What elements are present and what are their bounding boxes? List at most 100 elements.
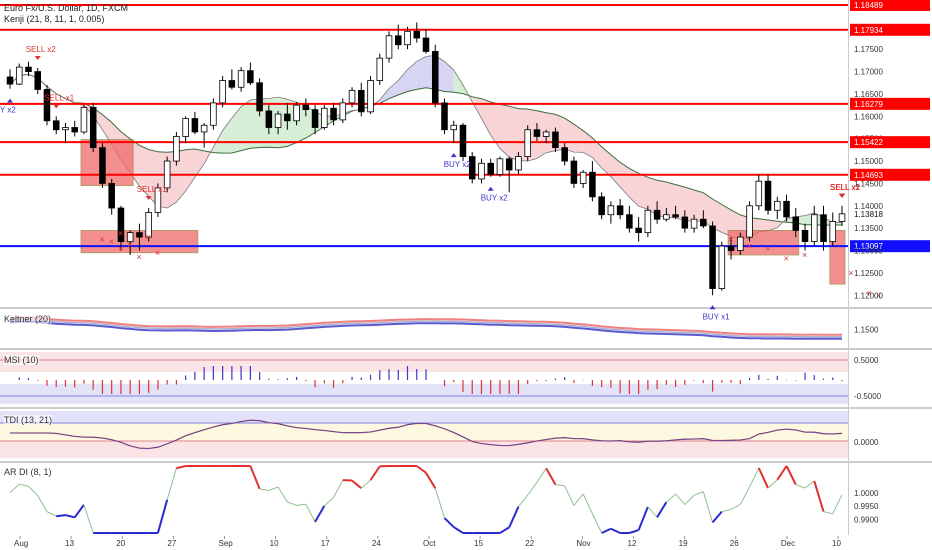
ardi-segment (453, 526, 464, 534)
kenji-cloud (629, 168, 639, 207)
msi-tick: 0.5000 (854, 356, 879, 365)
kenji-cloud (102, 114, 112, 145)
x-marker: × (867, 288, 872, 298)
ardi-segment (637, 506, 649, 531)
candle (755, 180, 763, 207)
date-tick-label: Aug (14, 539, 28, 548)
x-marker: × (118, 243, 123, 253)
ardi-segment (268, 486, 279, 491)
date-tick-label: 15 (474, 539, 483, 548)
keltner-upper (9, 316, 843, 336)
sell-signal-label: SELL x1 (830, 183, 860, 192)
date-tick-label: 27 (167, 539, 176, 548)
ardi-segment (823, 511, 833, 515)
x-marker: × (99, 234, 104, 244)
ardi-segment (610, 527, 621, 534)
date-tick-label: Dec (781, 539, 795, 548)
ardi-segment (83, 504, 94, 534)
ardi-segment (46, 511, 57, 517)
ardi-segment (675, 493, 686, 505)
ardi-segment (305, 504, 316, 523)
price-tag (850, 168, 930, 181)
candle (62, 127, 69, 131)
x-marker: × (728, 234, 733, 244)
ardi-segment (545, 467, 557, 486)
ardi-segment (28, 486, 39, 496)
msi-upper-zone (0, 352, 848, 372)
kenji-cloud (250, 99, 260, 149)
date-tick-label: 20 (116, 539, 125, 548)
kenji-cloud (583, 130, 593, 158)
price-tag-label: 1.16279 (854, 100, 883, 109)
candle (672, 214, 679, 218)
ardi-segment (249, 465, 261, 490)
price-tag-label: 1.15422 (854, 138, 883, 147)
candle (210, 102, 217, 126)
candle (237, 70, 245, 88)
last-price-label: 1.13818 (854, 210, 883, 219)
ardi-segment (360, 479, 371, 489)
candle (385, 35, 393, 59)
candle (43, 89, 51, 122)
ardi-segment (259, 488, 269, 491)
sell-signal-label: SELL x1 (830, 183, 860, 192)
candle (727, 245, 735, 251)
candle (524, 129, 531, 157)
candle (15, 66, 23, 85)
kenji-cloud (268, 97, 279, 148)
sell-signal-label: SELL x2 (830, 183, 860, 192)
ardi-segment (333, 479, 344, 498)
date-tick-label: Sep (219, 539, 234, 548)
candle (774, 200, 781, 211)
candle (228, 80, 236, 88)
sell-arrow (34, 56, 41, 60)
candle (191, 118, 199, 133)
candle (274, 113, 282, 128)
ardi-segment (776, 465, 788, 481)
candle (302, 104, 310, 111)
date-tick-label: 10 (832, 539, 841, 548)
candle (700, 218, 707, 227)
kenji-cloud (573, 124, 584, 153)
ardi-tick: 1.0000 (854, 489, 879, 498)
sell-signal-label: SELL x1 (830, 183, 860, 192)
candle (182, 118, 189, 137)
candle (117, 207, 125, 242)
candle (570, 160, 578, 184)
candle (478, 162, 485, 180)
candle (219, 80, 226, 104)
ardi-segment (508, 506, 520, 528)
kenji-cloud (601, 146, 611, 177)
candle (339, 102, 347, 121)
candle (173, 136, 180, 162)
candle (561, 147, 568, 162)
candle (321, 107, 328, 128)
kenji-cloud (666, 182, 676, 218)
kenji-cloud (407, 61, 417, 92)
candle (6, 76, 14, 85)
kenji-cloud (620, 162, 630, 198)
date-tick-label: 17 (321, 539, 330, 548)
price-tag-label: 1.13097 (854, 242, 883, 251)
sell-arrow (839, 193, 845, 198)
buy-arrow (487, 186, 494, 191)
candle (247, 70, 254, 84)
kenji-cloud (592, 137, 602, 169)
sell-signal-label: SELL x2 (26, 45, 56, 54)
x-marker: × (136, 252, 141, 262)
candle (690, 218, 698, 229)
candle (783, 200, 790, 218)
ardi-segment (582, 493, 593, 514)
ardi-segment (416, 465, 427, 474)
candle (80, 106, 88, 133)
date-tick-label: 22 (525, 539, 534, 548)
date-tick-label: 13 (65, 539, 74, 548)
candle (635, 227, 642, 234)
price-tag (850, 0, 930, 11)
x-marker: × (118, 229, 123, 239)
candle (256, 82, 263, 112)
buy-arrow (450, 153, 457, 158)
price-tag (850, 23, 930, 36)
keltner-title: Keltner (20) (4, 314, 52, 324)
